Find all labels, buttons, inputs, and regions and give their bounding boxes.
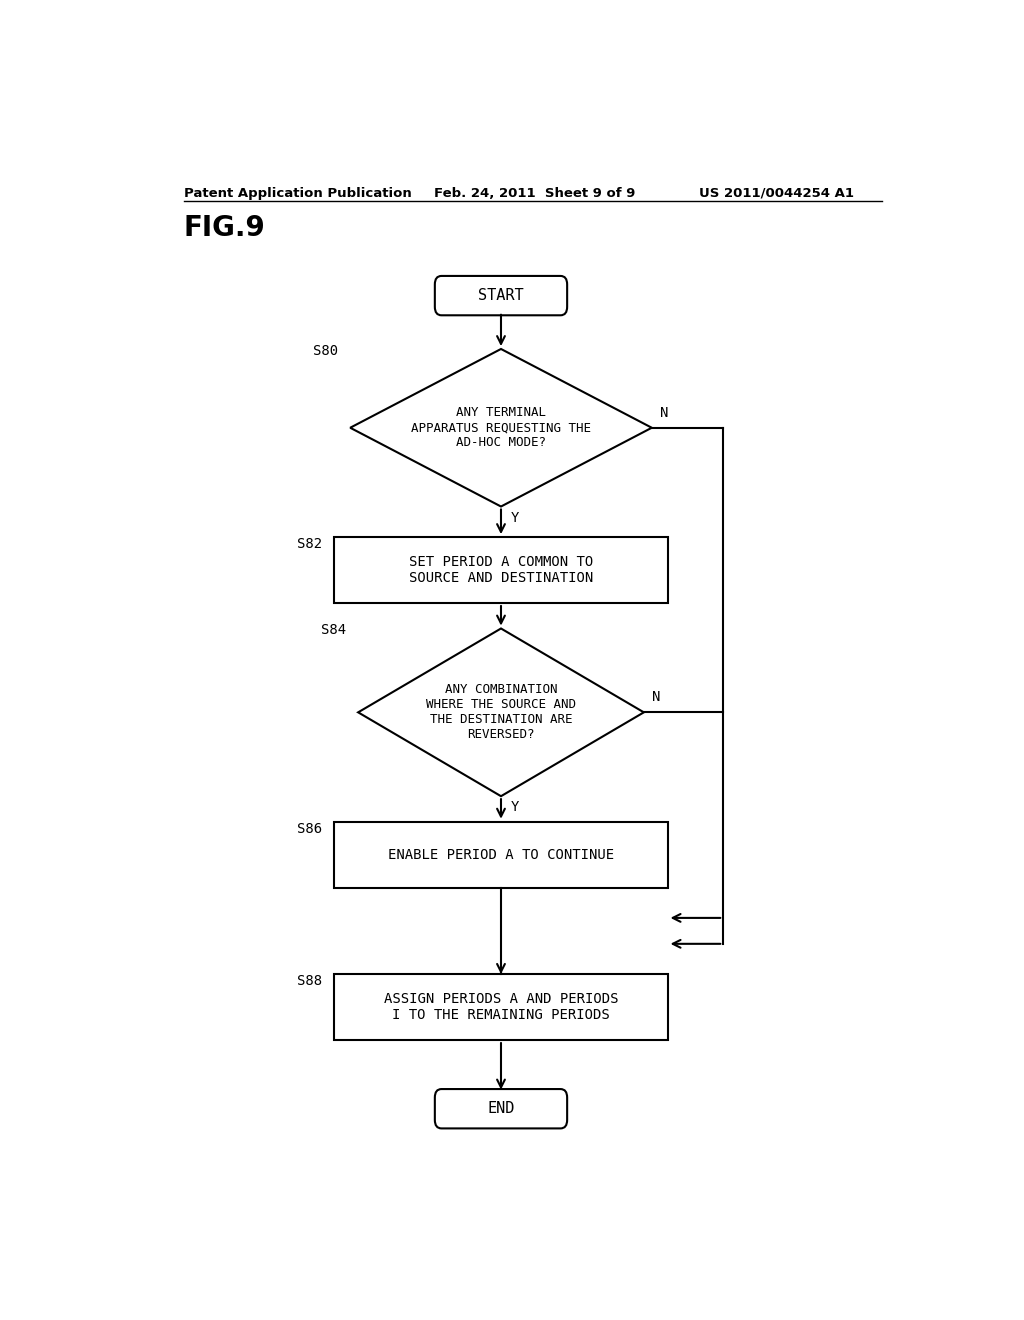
Text: S82: S82 — [297, 537, 323, 550]
Text: Y: Y — [511, 800, 519, 814]
Polygon shape — [358, 628, 644, 796]
Text: ENABLE PERIOD A TO CONTINUE: ENABLE PERIOD A TO CONTINUE — [388, 847, 614, 862]
Text: FIG.9: FIG.9 — [183, 214, 265, 243]
Polygon shape — [350, 348, 651, 507]
Text: ANY COMBINATION
WHERE THE SOURCE AND
THE DESTINATION ARE
REVERSED?: ANY COMBINATION WHERE THE SOURCE AND THE… — [426, 684, 575, 742]
FancyBboxPatch shape — [435, 1089, 567, 1129]
Text: US 2011/0044254 A1: US 2011/0044254 A1 — [699, 187, 854, 199]
Text: Y: Y — [511, 511, 519, 524]
Text: S86: S86 — [297, 821, 323, 836]
Bar — [334, 821, 668, 887]
Text: ANY TERMINAL
APPARATUS REQUESTING THE
AD-HOC MODE?: ANY TERMINAL APPARATUS REQUESTING THE AD… — [411, 407, 591, 449]
Text: Patent Application Publication: Patent Application Publication — [183, 187, 412, 199]
Text: S88: S88 — [297, 974, 323, 989]
Text: SET PERIOD A COMMON TO
SOURCE AND DESTINATION: SET PERIOD A COMMON TO SOURCE AND DESTIN… — [409, 554, 593, 585]
FancyBboxPatch shape — [435, 276, 567, 315]
Text: S80: S80 — [313, 345, 338, 358]
Bar — [334, 537, 668, 603]
Text: START: START — [478, 288, 524, 304]
Text: N: N — [659, 405, 668, 420]
Text: S84: S84 — [322, 623, 346, 638]
Text: Feb. 24, 2011  Sheet 9 of 9: Feb. 24, 2011 Sheet 9 of 9 — [433, 187, 635, 199]
Bar — [334, 974, 668, 1040]
Text: N: N — [651, 690, 660, 704]
Text: ASSIGN PERIODS A AND PERIODS
I TO THE REMAINING PERIODS: ASSIGN PERIODS A AND PERIODS I TO THE RE… — [384, 993, 618, 1022]
Text: END: END — [487, 1101, 515, 1117]
